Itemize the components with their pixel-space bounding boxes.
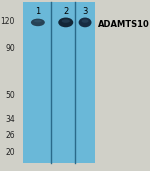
Text: 90: 90 [5, 44, 15, 53]
Text: 120: 120 [0, 17, 15, 26]
Text: 20: 20 [5, 148, 15, 157]
Ellipse shape [58, 18, 73, 27]
Ellipse shape [62, 19, 70, 23]
Text: 3: 3 [82, 7, 88, 16]
Ellipse shape [34, 20, 42, 22]
Text: 34: 34 [5, 115, 15, 124]
Text: 26: 26 [5, 131, 15, 140]
Ellipse shape [31, 19, 45, 26]
Ellipse shape [82, 19, 89, 23]
Text: 50: 50 [5, 91, 15, 100]
Text: ADAMTS10: ADAMTS10 [98, 21, 150, 29]
Ellipse shape [79, 18, 92, 27]
Text: 2: 2 [63, 7, 68, 16]
Text: 1: 1 [35, 7, 41, 16]
Bar [23, 2, 95, 163]
